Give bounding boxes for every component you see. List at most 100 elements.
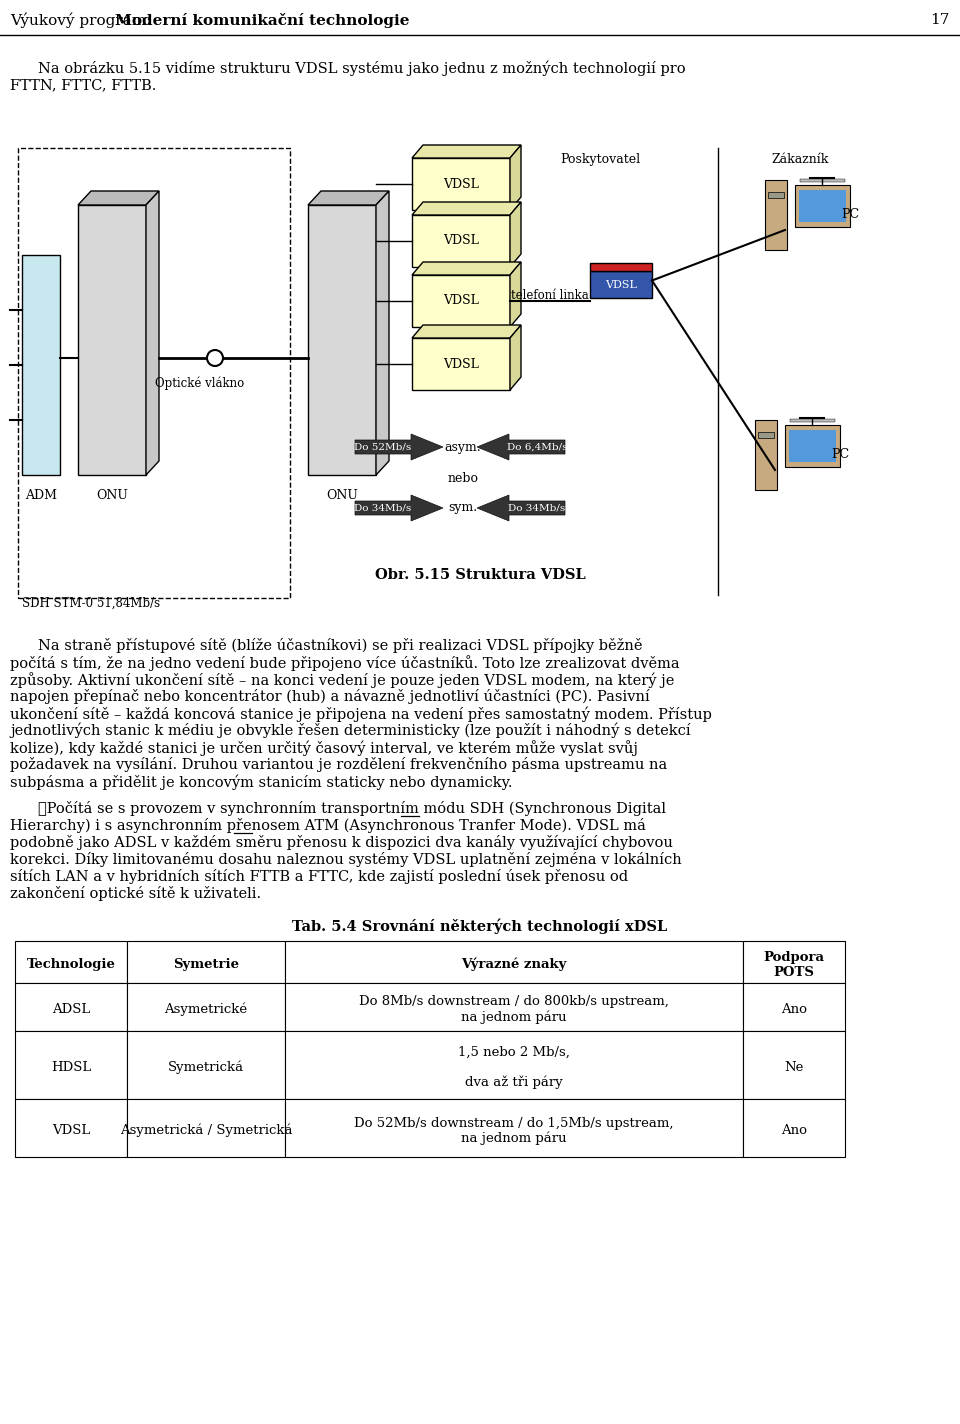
Text: Do 34Mb/s: Do 34Mb/s <box>509 504 565 513</box>
Polygon shape <box>510 202 521 268</box>
Polygon shape <box>412 145 521 158</box>
Text: Výrazné znaky: Výrazné znaky <box>462 958 566 971</box>
Bar <box>15 941 127 983</box>
Bar <box>755 420 777 490</box>
Polygon shape <box>510 262 521 328</box>
Bar <box>285 983 743 1031</box>
Text: Počítá se s provozem v synchronním transportním módu SDH (Synchronous Digital: Počítá se s provozem v synchronním trans… <box>38 800 666 816</box>
Bar <box>743 1099 845 1156</box>
Bar <box>127 941 285 983</box>
Bar <box>743 941 845 983</box>
Polygon shape <box>412 325 521 337</box>
Polygon shape <box>355 434 443 460</box>
Text: podobně jako ADSL v každém směru přenosu k dispozici dva kanály využívající chyb: podobně jako ADSL v každém směru přenosu… <box>10 834 673 850</box>
Text: Na straně přístupové sítě (blíže účastníkovi) se při realizaci VDSL přípojky běž: Na straně přístupové sítě (blíže účastní… <box>38 638 642 654</box>
Text: Podpora: Podpora <box>763 950 825 964</box>
Text: Technologie: Technologie <box>27 958 115 971</box>
Text: SDH STM-0 51,84Mb/s: SDH STM-0 51,84Mb/s <box>22 597 160 609</box>
Text: dva až tři páry: dva až tři páry <box>466 1075 563 1089</box>
Text: 1,5 nebo 2 Mb/s,: 1,5 nebo 2 Mb/s, <box>458 1047 570 1059</box>
Bar <box>412 337 510 390</box>
Bar <box>768 192 784 198</box>
Text: VDSL: VDSL <box>52 1124 90 1136</box>
Text: Na obrázku 5.15 vidíme strukturu VDSL systému jako jednu z možných technologií p: Na obrázku 5.15 vidíme strukturu VDSL sy… <box>38 60 685 75</box>
Polygon shape <box>510 325 521 390</box>
Text: VDSL: VDSL <box>444 178 479 191</box>
Bar <box>15 983 127 1031</box>
Bar <box>22 255 60 476</box>
Text: Obr. 5.15 Struktura VDSL: Obr. 5.15 Struktura VDSL <box>374 568 586 582</box>
Text: Zákazník: Zákazník <box>771 152 828 167</box>
Bar <box>785 424 840 467</box>
Text: požadavek na vysílání. Druhou variantou je rozdělení frekvenčního pásma upstream: požadavek na vysílání. Druhou variantou … <box>10 758 667 772</box>
Bar <box>127 983 285 1031</box>
Text: 17: 17 <box>930 13 950 27</box>
Polygon shape <box>412 262 521 275</box>
Bar <box>790 419 835 422</box>
Bar <box>765 179 787 251</box>
Text: Do 8Mb/s downstream / do 800kb/s upstream,: Do 8Mb/s downstream / do 800kb/s upstrea… <box>359 995 669 1008</box>
Bar <box>590 263 652 271</box>
Bar <box>127 1099 285 1156</box>
Text: ONU: ONU <box>96 488 128 503</box>
Text: VDSL: VDSL <box>605 279 636 289</box>
Text: Do 52Mb/s downstream / do 1,5Mb/s upstream,: Do 52Mb/s downstream / do 1,5Mb/s upstre… <box>354 1116 674 1129</box>
Text: Moderní komunikační technologie: Moderní komunikační technologie <box>115 13 410 27</box>
Text: Poskytovatel: Poskytovatel <box>560 152 640 167</box>
Text: VDSL: VDSL <box>444 357 479 370</box>
Polygon shape <box>477 434 565 460</box>
Text: Optické vlákno: Optické vlákno <box>156 376 245 390</box>
Circle shape <box>207 350 223 366</box>
Text: FTTN, FTTC, FTTB.: FTTN, FTTC, FTTB. <box>10 78 156 93</box>
Text: PC: PC <box>841 208 859 222</box>
Text: zakončení optické sítě k uživateli.: zakončení optické sítě k uživateli. <box>10 886 261 901</box>
Bar <box>795 185 850 226</box>
Bar <box>15 1031 127 1099</box>
Bar <box>412 275 510 328</box>
Text: počítá s tím, že na jedno vedení bude připojeno více účastníků. Toto lze zrealiz: počítá s tím, že na jedno vedení bude př… <box>10 655 680 671</box>
Bar <box>743 983 845 1031</box>
Bar <box>308 205 376 476</box>
Text: Asymetrické: Asymetrické <box>164 1002 248 1017</box>
Bar <box>758 431 774 439</box>
Text: způsoby. Aktivní ukončení sítě – na konci vedení je pouze jeden VDSL modem, na k: způsoby. Aktivní ukončení sítě – na konc… <box>10 672 674 688</box>
Text: VDSL: VDSL <box>444 295 479 308</box>
Bar <box>799 189 846 222</box>
Bar <box>78 205 146 476</box>
Bar <box>285 1099 743 1156</box>
Text: ADM: ADM <box>25 488 57 503</box>
Text: jednotlivých stanic k médiu je obvykle řešen deterministicky (lze použít i náhod: jednotlivých stanic k médiu je obvykle ř… <box>10 723 690 739</box>
Bar <box>412 215 510 268</box>
Text: sítích LAN a v hybridních sítích FTTB a FTTC, kde zajistí poslední úsek přenosu : sítích LAN a v hybridních sítích FTTB a … <box>10 869 628 884</box>
Polygon shape <box>355 496 443 521</box>
Text: korekci. Díky limitovanému dosahu naleznou systémy VDSL uplatnění zejména v loká: korekci. Díky limitovanému dosahu nalezn… <box>10 852 682 867</box>
Bar <box>15 1099 127 1156</box>
Polygon shape <box>510 145 521 209</box>
Text: ONU: ONU <box>326 488 358 503</box>
Bar <box>127 1031 285 1099</box>
Text: na jednom páru: na jednom páru <box>461 1131 566 1145</box>
Text: Symetrie: Symetrie <box>173 958 239 971</box>
Text: nebo: nebo <box>447 473 478 486</box>
Text: ADSL: ADSL <box>52 1002 90 1015</box>
Bar <box>743 1031 845 1099</box>
Text: Symetrická: Symetrická <box>168 1061 244 1074</box>
Text: Výukový program:: Výukový program: <box>10 13 156 27</box>
Polygon shape <box>308 191 389 205</box>
Text: Ne: Ne <box>784 1061 804 1074</box>
Text: HDSL: HDSL <box>51 1061 91 1074</box>
Text: Ano: Ano <box>781 1002 807 1015</box>
Bar <box>800 179 845 182</box>
Bar <box>590 271 652 298</box>
Text: Hierarchy) i s asynchronním přenosem ATM (Asynchronous Tranfer Mode). VDSL má: Hierarchy) i s asynchronním přenosem ATM… <box>10 817 646 833</box>
Text: VDSL: VDSL <box>444 235 479 248</box>
Text: Do 6,4Mb/s: Do 6,4Mb/s <box>507 443 567 451</box>
Text: Do 34Mb/s: Do 34Mb/s <box>354 504 412 513</box>
Text: sym.: sym. <box>448 501 477 514</box>
Bar <box>18 148 290 598</box>
Text: POTS: POTS <box>774 965 814 978</box>
Text: Asymetrická / Symetrická: Asymetrická / Symetrická <box>120 1124 292 1138</box>
Text: PC: PC <box>831 449 849 461</box>
Text: napojen přepínač nebo koncentrátor (hub) a návazně jednotliví účastníci (PC). Pa: napojen přepínač nebo koncentrátor (hub)… <box>10 689 650 703</box>
Bar <box>285 1031 743 1099</box>
